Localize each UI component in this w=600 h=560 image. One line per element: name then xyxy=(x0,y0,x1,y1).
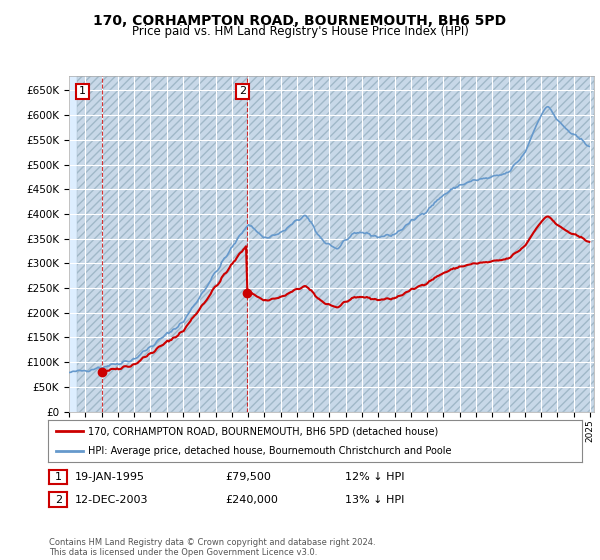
Text: 1: 1 xyxy=(79,86,86,96)
Text: HPI: Average price, detached house, Bournemouth Christchurch and Poole: HPI: Average price, detached house, Bour… xyxy=(88,446,452,456)
Text: £240,000: £240,000 xyxy=(225,494,278,505)
Text: Contains HM Land Registry data © Crown copyright and database right 2024.
This d: Contains HM Land Registry data © Crown c… xyxy=(49,538,376,557)
Text: 2: 2 xyxy=(239,86,246,96)
Text: 2: 2 xyxy=(55,494,62,505)
Text: 13% ↓ HPI: 13% ↓ HPI xyxy=(345,494,404,505)
Text: 170, CORHAMPTON ROAD, BOURNEMOUTH, BH6 5PD (detached house): 170, CORHAMPTON ROAD, BOURNEMOUTH, BH6 5… xyxy=(88,426,438,436)
Text: 12-DEC-2003: 12-DEC-2003 xyxy=(75,494,149,505)
Text: 19-JAN-1995: 19-JAN-1995 xyxy=(75,472,145,482)
Text: 12% ↓ HPI: 12% ↓ HPI xyxy=(345,472,404,482)
Text: Price paid vs. HM Land Registry's House Price Index (HPI): Price paid vs. HM Land Registry's House … xyxy=(131,25,469,38)
Text: 170, CORHAMPTON ROAD, BOURNEMOUTH, BH6 5PD: 170, CORHAMPTON ROAD, BOURNEMOUTH, BH6 5… xyxy=(94,14,506,28)
Text: 1: 1 xyxy=(55,472,62,482)
Text: £79,500: £79,500 xyxy=(225,472,271,482)
